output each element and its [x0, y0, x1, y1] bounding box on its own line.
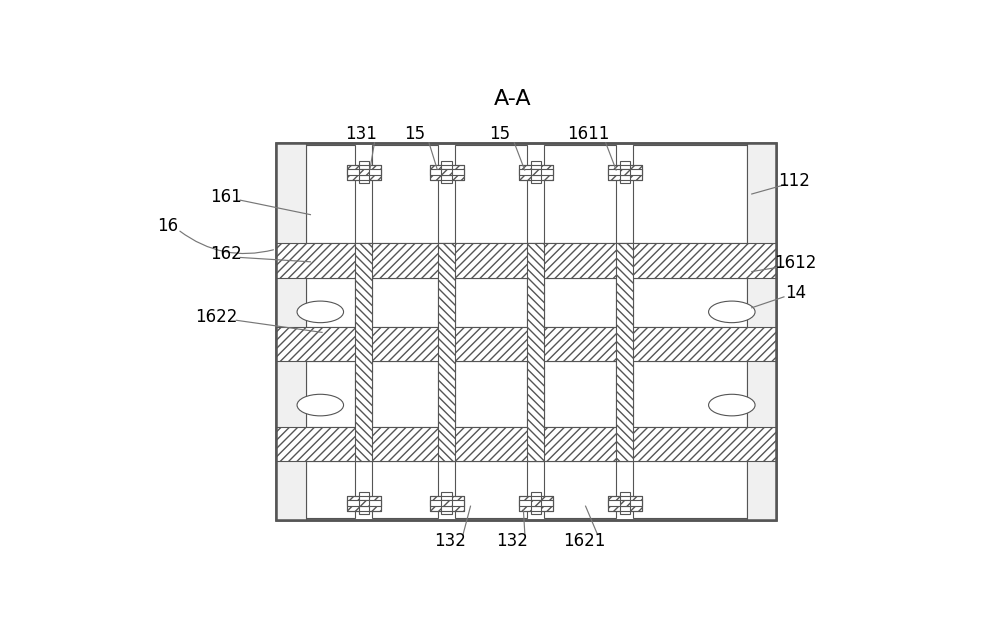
Bar	[441, 169, 452, 175]
Bar	[276, 327, 776, 361]
Text: 132: 132	[497, 533, 528, 550]
Bar	[616, 243, 633, 461]
Bar	[633, 461, 747, 518]
Bar	[372, 145, 438, 243]
Text: 14: 14	[785, 284, 806, 302]
Bar	[608, 164, 642, 180]
Bar	[519, 496, 553, 511]
Bar	[306, 145, 355, 243]
Bar	[519, 169, 553, 175]
Bar	[372, 461, 438, 518]
Bar	[620, 492, 630, 514]
Bar	[455, 461, 527, 518]
Text: 1611: 1611	[567, 125, 610, 143]
Bar	[347, 496, 381, 511]
Bar	[519, 164, 553, 180]
Ellipse shape	[297, 301, 344, 323]
Bar	[544, 278, 616, 327]
Bar	[276, 427, 776, 461]
Bar	[306, 278, 355, 327]
Bar	[531, 161, 541, 183]
Text: 162: 162	[210, 245, 242, 263]
Ellipse shape	[709, 394, 755, 416]
Bar	[430, 169, 464, 175]
Bar	[608, 496, 642, 511]
Bar	[531, 500, 541, 506]
Bar	[544, 145, 616, 243]
Bar	[455, 145, 527, 243]
Bar	[347, 496, 381, 511]
Bar	[455, 361, 527, 427]
Text: 161: 161	[210, 188, 242, 206]
Bar	[608, 164, 642, 180]
Bar	[359, 169, 369, 175]
Bar	[531, 169, 541, 175]
Ellipse shape	[297, 394, 344, 416]
Bar	[430, 496, 464, 511]
Text: A-A: A-A	[494, 89, 531, 108]
Bar	[519, 164, 553, 180]
Bar	[544, 361, 616, 427]
Ellipse shape	[709, 301, 755, 323]
Bar	[306, 461, 355, 518]
Bar	[347, 164, 381, 180]
Bar	[430, 164, 464, 180]
Bar	[276, 143, 306, 520]
Bar	[544, 461, 616, 518]
Bar	[527, 243, 544, 461]
Bar	[620, 161, 630, 183]
Bar	[519, 496, 553, 511]
Bar	[608, 500, 642, 506]
Text: 112: 112	[778, 172, 810, 190]
Bar	[441, 161, 452, 183]
Bar	[430, 164, 464, 180]
Bar	[276, 243, 776, 278]
Bar	[359, 161, 369, 183]
Bar	[430, 500, 464, 506]
Bar	[747, 143, 776, 520]
Bar	[372, 361, 438, 427]
Bar	[430, 496, 464, 511]
Text: 15: 15	[489, 125, 510, 143]
Bar	[276, 143, 776, 520]
Bar	[441, 500, 452, 506]
Bar	[519, 500, 553, 506]
Bar	[306, 361, 355, 427]
Bar	[620, 500, 630, 506]
Text: 16: 16	[157, 217, 178, 235]
Text: 131: 131	[345, 125, 377, 143]
Bar	[306, 243, 747, 461]
Bar	[276, 143, 776, 520]
Text: 132: 132	[435, 533, 466, 550]
Bar	[347, 500, 381, 506]
Bar	[359, 492, 369, 514]
Bar	[633, 361, 747, 427]
Text: 1622: 1622	[195, 308, 238, 326]
Bar	[531, 492, 541, 514]
Bar	[633, 278, 747, 327]
Text: 1621: 1621	[563, 533, 606, 550]
Bar	[347, 169, 381, 175]
Bar	[372, 278, 438, 327]
Bar	[633, 145, 747, 243]
Text: 15: 15	[404, 125, 425, 143]
Bar	[438, 243, 455, 461]
Bar	[608, 169, 642, 175]
Text: 1612: 1612	[774, 254, 817, 272]
Bar	[347, 164, 381, 180]
Bar	[620, 169, 630, 175]
Bar	[359, 500, 369, 506]
Bar	[455, 278, 527, 327]
Bar	[608, 496, 642, 511]
Bar	[441, 492, 452, 514]
Bar	[355, 243, 372, 461]
